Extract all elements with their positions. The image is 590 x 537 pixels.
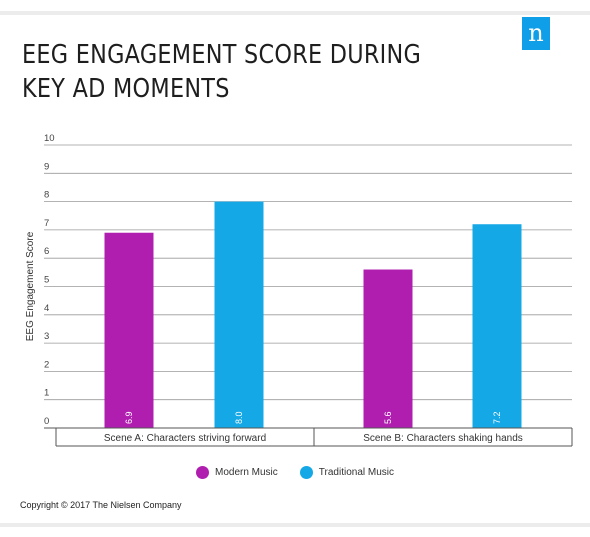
- bar: [214, 201, 264, 428]
- y-tick-label: 1: [44, 388, 49, 399]
- data-label: 6.9: [124, 411, 134, 424]
- legend-swatch-traditional: [299, 466, 313, 479]
- y-tick-label: 6: [44, 246, 49, 257]
- bar: [363, 269, 413, 428]
- bar: [472, 224, 522, 428]
- bottom-rule: [0, 523, 590, 527]
- data-label: 7.2: [492, 411, 502, 424]
- y-tick-label: 4: [44, 303, 49, 314]
- chart-title: EEG ENGAGEMENT SCORE DURING KEY AD MOMEN…: [22, 40, 422, 104]
- nielsen-logo: n: [522, 17, 550, 50]
- legend-swatch-modern: [195, 466, 209, 479]
- bar: [104, 232, 154, 428]
- copyright-footer: Copyright © 2017 The Nielsen Company: [20, 500, 182, 510]
- y-tick-label: 5: [44, 275, 49, 286]
- y-axis-ticks: 0 1 2 3 4 5 6 7 8 9 10: [44, 133, 55, 427]
- data-label: 5.6: [383, 411, 393, 424]
- y-axis-label: EEG Engagement Score: [25, 231, 36, 341]
- top-rule: [0, 11, 590, 15]
- y-tick-label: 9: [44, 161, 49, 172]
- legend-item-modern: Modern Music: [195, 466, 278, 479]
- category-label: Scene B: Characters shaking hands: [363, 433, 523, 444]
- category-label: Scene A: Characters striving forward: [104, 433, 266, 444]
- y-tick-label: 7: [44, 218, 49, 229]
- legend-label-modern: Modern Music: [214, 467, 278, 478]
- legend: Modern Music Traditional Music: [0, 466, 590, 479]
- legend-item-traditional: Traditional Music: [299, 466, 395, 479]
- y-tick-label: 0: [44, 416, 49, 427]
- y-tick-label: 2: [44, 359, 49, 370]
- data-label: 8.0: [234, 411, 244, 424]
- y-tick-label: 10: [44, 133, 55, 144]
- y-tick-label: 3: [44, 331, 49, 342]
- legend-label-traditional: Traditional Music: [318, 467, 395, 478]
- category-axis: Scene A: Characters striving forward Scen…: [55, 427, 573, 447]
- bars: 6.9 5.6 8.0 7.2: [104, 201, 522, 428]
- y-tick-label: 8: [44, 190, 49, 201]
